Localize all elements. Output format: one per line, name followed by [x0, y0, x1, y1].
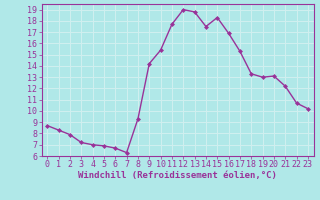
X-axis label: Windchill (Refroidissement éolien,°C): Windchill (Refroidissement éolien,°C): [78, 171, 277, 180]
